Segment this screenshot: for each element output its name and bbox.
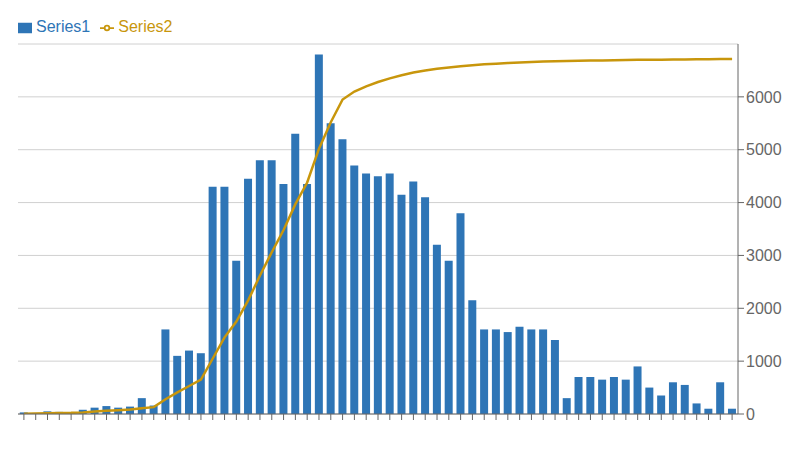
html-text:Series1: Series1 (36, 18, 91, 35)
svg-text:1000: 1000 (746, 353, 782, 370)
svg-text:3000: 3000 (746, 247, 782, 264)
svg-text:5000: 5000 (746, 141, 782, 158)
html-text:Series2: Series2 (118, 18, 173, 35)
svg-text:6000: 6000 (746, 89, 782, 106)
svg-text:2000: 2000 (746, 300, 782, 317)
svg-text:4000: 4000 (746, 194, 782, 211)
svg-text:0: 0 (746, 406, 755, 423)
